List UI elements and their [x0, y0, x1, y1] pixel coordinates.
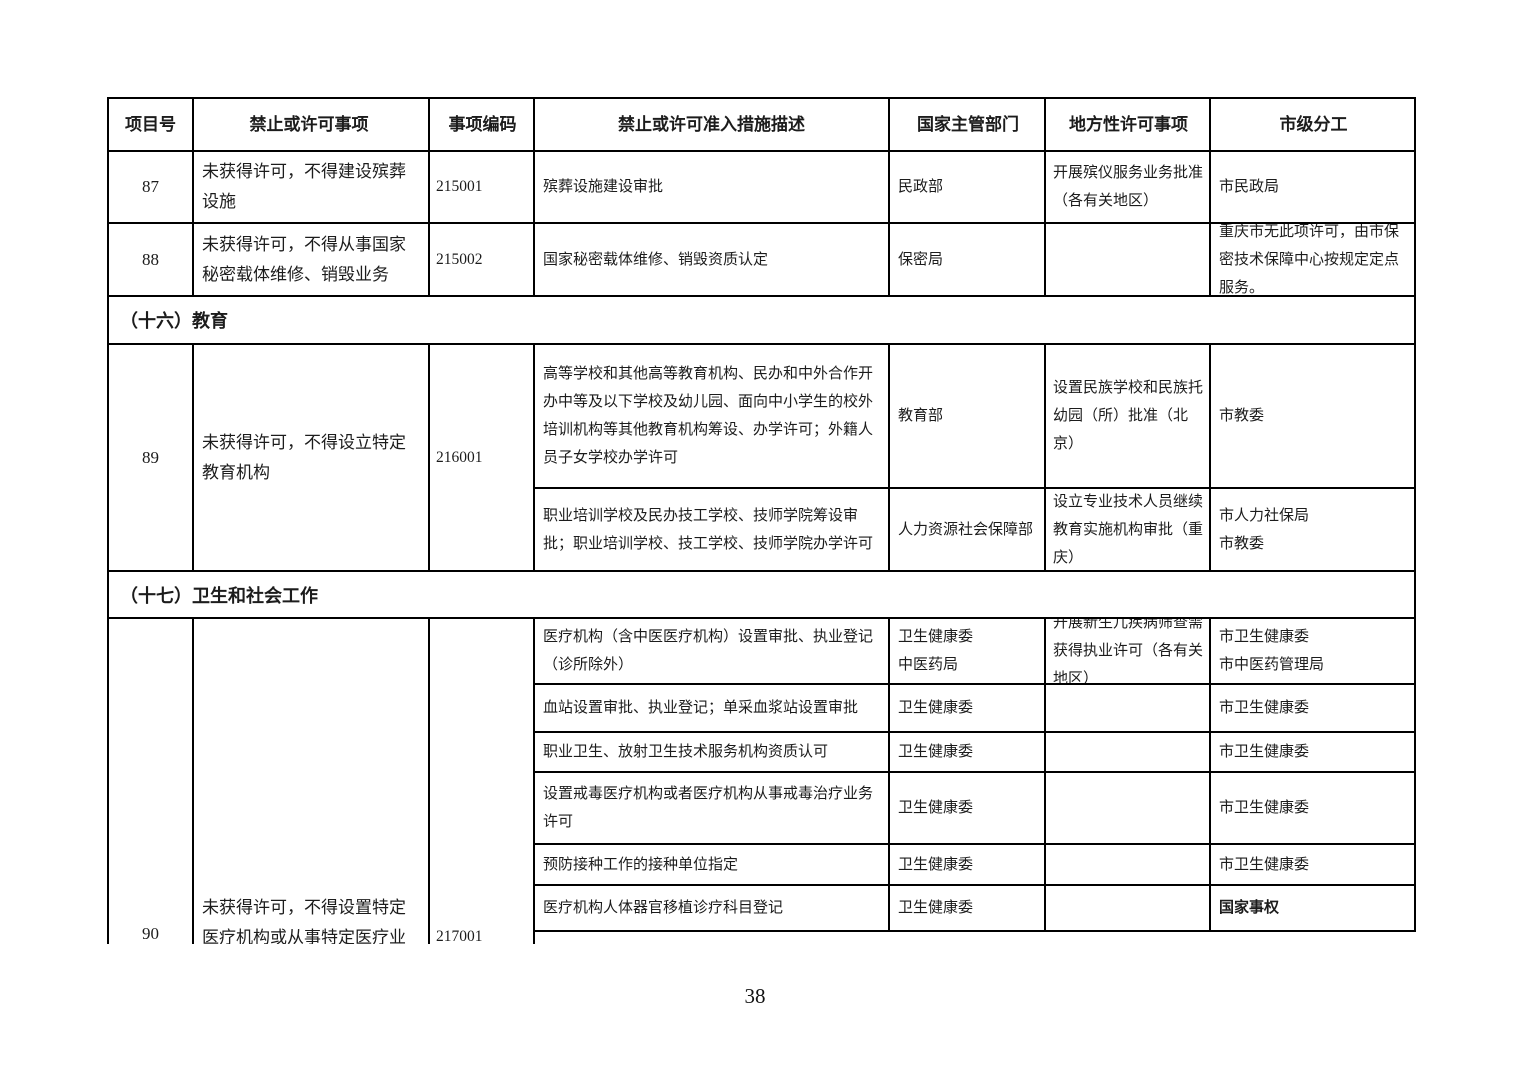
table-row-87: 87 未获得许可，不得建设殡葬设施 215001 殡葬设施建设审批 民政部 开展… — [109, 152, 1416, 224]
row-89-subrows: 高等学校和其他高等教育机构、民办和中外合作开办中等及以下学校及幼儿园、面向中小学… — [535, 345, 1416, 572]
cell-measure-desc: 血站设置审批、执业登记；单采血浆站设置审批 — [535, 685, 890, 733]
subrow: 职业培训学校及民办技工学校、技师学院筹设审批；职业培训学校、技工学校、技师学院办… — [535, 489, 1416, 572]
header-national-dept: 国家主管部门 — [890, 99, 1046, 152]
header-permit-item: 禁止或许可事项 — [194, 99, 430, 152]
cell-permit-item: 未获得许可，不得设立特定教育机构 — [194, 345, 430, 572]
header-measure-desc: 禁止或许可准入措施描述 — [535, 99, 890, 152]
permit-items-table: 项目号 禁止或许可事项 事项编码 禁止或许可准入措施描述 国家主管部门 地方性许… — [107, 97, 1416, 944]
cell-item-code: 217001 — [430, 619, 535, 944]
header-local-permit: 地方性许可事项 — [1046, 99, 1211, 152]
cell-national-dept: 卫生健康委 — [890, 773, 1046, 845]
subrow: 预防接种工作的接种单位指定 卫生健康委 市卫生健康委 — [535, 845, 1416, 886]
row-90-subrows: 医疗机构（含中医医疗机构）设置审批、执业登记（诊所除外） 卫生健康委 中医药局 … — [535, 619, 1416, 944]
table-row-88: 88 未获得许可，不得从事国家秘密载体维修、销毁业务 215002 国家秘密载体… — [109, 224, 1416, 297]
cell-city-division: 市人力社保局 市教委 — [1211, 489, 1416, 572]
cell-local-permit — [1046, 845, 1211, 886]
cell-measure-desc: 医疗机构（含中医医疗机构）设置审批、执业登记（诊所除外） — [535, 619, 890, 685]
cell-city-division: 重庆市无此项许可，由市保密技术保障中心按规定定点服务。 — [1211, 224, 1416, 297]
cell-item-no: 90 — [109, 619, 194, 944]
table-row-90: 90 未获得许可，不得设置特定医疗机构或从事特定医疗业 217001 医疗机构（… — [109, 619, 1416, 944]
permit-item-text: 未获得许可，不得设置特定医疗机构或从事特定医疗业 — [202, 898, 406, 944]
cell-measure-desc: 预防接种工作的接种单位指定 — [535, 845, 890, 886]
table-header-row: 项目号 禁止或许可事项 事项编码 禁止或许可准入措施描述 国家主管部门 地方性许… — [109, 99, 1416, 152]
cell-national-dept: 卫生健康委 — [890, 845, 1046, 886]
cell-measure-desc: 医疗机构人体器官移植诊疗科目登记 — [535, 886, 890, 932]
cell-measure-desc: 国家秘密载体维修、销毁资质认定 — [535, 224, 890, 297]
subrow: 血站设置审批、执业登记；单采血浆站设置审批 卫生健康委 市卫生健康委 — [535, 685, 1416, 733]
section-row-health-social: （十七）卫生和社会工作 — [109, 572, 1416, 619]
cell-item-no: 87 — [109, 152, 194, 224]
cell-national-dept: 保密局 — [890, 224, 1046, 297]
cell-city-division: 市卫生健康委 市中医药管理局 — [1211, 619, 1416, 685]
header-item-code: 事项编码 — [430, 99, 535, 152]
page-number: 38 — [744, 984, 766, 1008]
cell-permit-item: 未获得许可，不得建设殡葬设施 — [194, 152, 430, 224]
cell-item-no: 88 — [109, 224, 194, 297]
cell-local-permit: 开展新生儿疾病筛查需获得执业许可（各有关地区） — [1046, 619, 1211, 685]
subrow: 医疗机构（含中医医疗机构）设置审批、执业登记（诊所除外） 卫生健康委 中医药局 … — [535, 619, 1416, 685]
cell-local-permit — [1046, 886, 1211, 932]
cell-city-division: 国家事权 — [1211, 886, 1416, 932]
cell-local-permit: 设立专业技术人员继续教育实施机构审批（重庆） — [1046, 489, 1211, 572]
cell-measure-desc: 职业培训学校及民办技工学校、技师学院筹设审批；职业培训学校、技工学校、技师学院办… — [535, 489, 890, 572]
item-code-text: 217001 — [436, 928, 483, 944]
cell-city-division: 市教委 — [1211, 345, 1416, 489]
item-no-text: 90 — [142, 924, 159, 943]
header-city-division: 市级分工 — [1211, 99, 1416, 152]
cell-local-permit: 设置民族学校和民族托幼园（所）批准（北京） — [1046, 345, 1211, 489]
cell-national-dept: 卫生健康委 — [890, 886, 1046, 932]
cell-permit-item: 未获得许可，不得设置特定医疗机构或从事特定医疗业 — [194, 619, 430, 944]
cell-local-permit — [1046, 733, 1211, 773]
cell-national-dept: 教育部 — [890, 345, 1046, 489]
cell-national-dept: 民政部 — [890, 152, 1046, 224]
cell-measure-desc: 设置戒毒医疗机构或者医疗机构从事戒毒治疗业务许可 — [535, 773, 890, 845]
cell-measure-desc: 高等学校和其他高等教育机构、民办和中外合作开办中等及以下学校及幼儿园、面向中小学… — [535, 345, 890, 489]
cell-measure-desc: 殡葬设施建设审批 — [535, 152, 890, 224]
cell-item-code: 215001 — [430, 152, 535, 224]
cell-local-permit — [1046, 685, 1211, 733]
cell-local-permit — [1046, 224, 1211, 297]
table-row-89: 89 未获得许可，不得设立特定教育机构 216001 高等学校和其他高等教育机构… — [109, 345, 1416, 572]
cell-item-code: 215002 — [430, 224, 535, 297]
cell-local-permit — [1046, 773, 1211, 845]
section-row-education: （十六）教育 — [109, 297, 1416, 345]
cell-item-no: 89 — [109, 345, 194, 572]
subrow: 医疗机构人体器官移植诊疗科目登记 卫生健康委 国家事权 — [535, 886, 1416, 932]
cell-city-division: 市民政局 — [1211, 152, 1416, 224]
subrow: 职业卫生、放射卫生技术服务机构资质认可 卫生健康委 市卫生健康委 — [535, 733, 1416, 773]
cell-local-permit: 开展殡仪服务业务批准（各有关地区） — [1046, 152, 1211, 224]
cell-national-dept: 人力资源社会保障部 — [890, 489, 1046, 572]
subrow: 高等学校和其他高等教育机构、民办和中外合作开办中等及以下学校及幼儿园、面向中小学… — [535, 345, 1416, 489]
header-item-no: 项目号 — [109, 99, 194, 152]
cell-city-division: 市卫生健康委 — [1211, 685, 1416, 733]
cell-national-dept: 卫生健康委 — [890, 733, 1046, 773]
cell-permit-item: 未获得许可，不得从事国家秘密载体维修、销毁业务 — [194, 224, 430, 297]
cell-city-division: 市卫生健康委 — [1211, 773, 1416, 845]
cell-city-division: 市卫生健康委 — [1211, 733, 1416, 773]
subrow: 设置戒毒医疗机构或者医疗机构从事戒毒治疗业务许可 卫生健康委 市卫生健康委 — [535, 773, 1416, 845]
cell-item-code: 216001 — [430, 345, 535, 572]
cell-national-dept: 卫生健康委 中医药局 — [890, 619, 1046, 685]
cell-city-division: 市卫生健康委 — [1211, 845, 1416, 886]
cell-national-dept: 卫生健康委 — [890, 685, 1046, 733]
cell-measure-desc: 职业卫生、放射卫生技术服务机构资质认可 — [535, 733, 890, 773]
